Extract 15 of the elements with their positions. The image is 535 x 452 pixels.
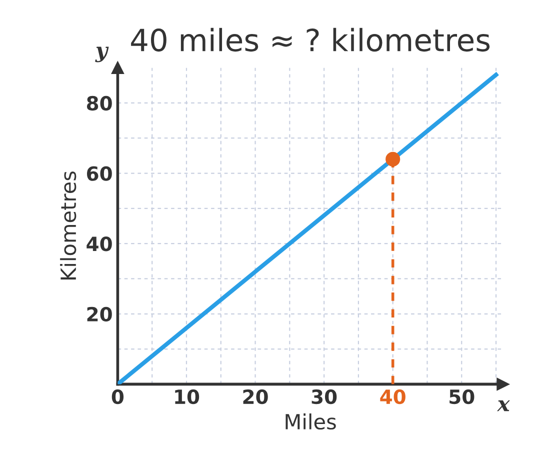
x-tick-label: 50 (450, 389, 474, 404)
x-axis-title: Miles (286, 413, 336, 430)
y-tick-label: 20 (87, 306, 112, 322)
x-tick-label: 40 (380, 389, 406, 404)
x-tick-label: 20 (243, 389, 268, 404)
y-axis-title: Kilometres (60, 172, 76, 280)
text: x (496, 400, 510, 412)
y-tick-label: 80 (86, 96, 112, 111)
text: y (95, 46, 109, 62)
y-tick-label: 60 (86, 166, 112, 181)
x-tick-label: 30 (312, 389, 337, 404)
x-tick-label: 10 (175, 389, 200, 404)
chart-title: 40 miles ≈ ? kilometres (131, 28, 490, 52)
x-tick-label: 0 (112, 389, 124, 404)
y-tick-label: 40 (86, 236, 112, 252)
